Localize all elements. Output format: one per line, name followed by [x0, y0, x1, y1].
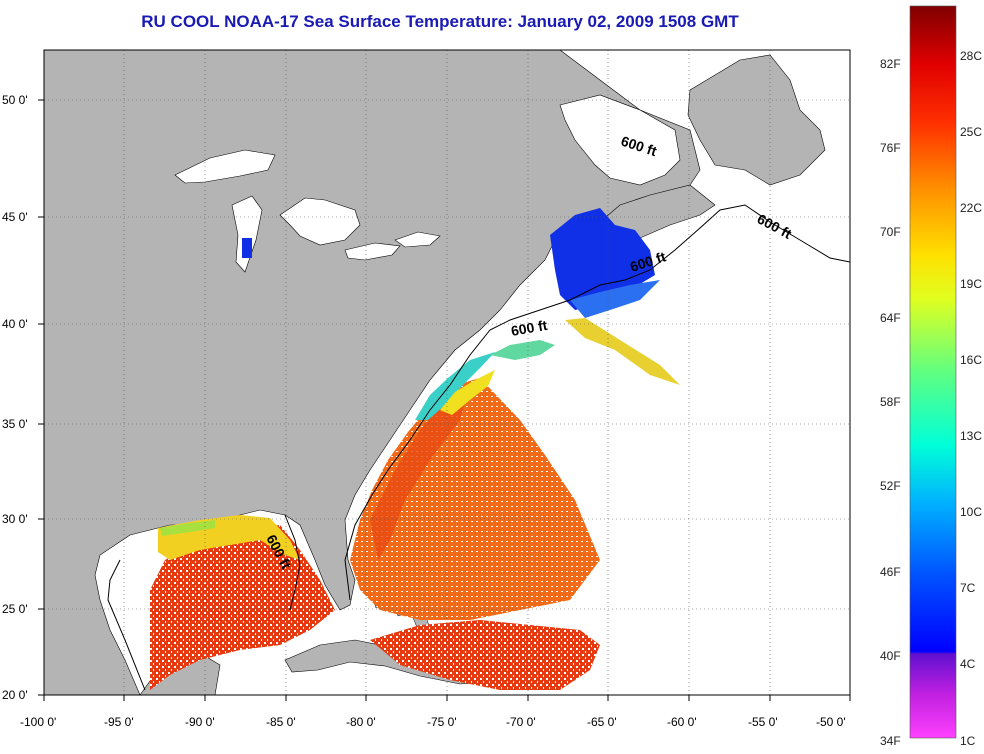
f-label: 34F: [880, 734, 901, 748]
sst-shelf-yellow: [440, 370, 495, 415]
sst-gulf-stream: [350, 378, 600, 620]
c-label: 10C: [960, 505, 982, 519]
f-label: 52F: [880, 479, 901, 493]
f-label: 76F: [880, 141, 901, 155]
lon-label: -90 0': [185, 715, 215, 729]
c-label: 28C: [960, 49, 982, 63]
lon-label: -60 0': [667, 715, 697, 729]
lat-label: 25 0': [2, 602, 28, 616]
longitude-labels: -100 0' -95 0' -90 0' -85 0' -80 0' -75 …: [20, 715, 846, 729]
f-label: 82F: [880, 57, 901, 71]
sst-caribbean: [370, 620, 600, 690]
f-label: 40F: [880, 649, 901, 663]
sst-gulf-of-maine: [550, 208, 655, 310]
f-label: 64F: [880, 311, 901, 325]
c-label: 7C: [960, 581, 976, 595]
latitude-labels: 50 0' 45 0' 40 0' 35 0' 30 0' 25 0' 20 0…: [2, 93, 28, 702]
sst-gulf-of-mexico: [150, 525, 335, 690]
great-lakes: [174, 149, 441, 273]
lon-label: -85 0': [266, 715, 296, 729]
sst-nj-cyan: [490, 340, 555, 360]
lon-label: -100 0': [20, 715, 56, 729]
lat-label: 20 0': [2, 688, 28, 702]
c-label: 16C: [960, 353, 982, 367]
f-label: 70F: [880, 225, 901, 239]
fahrenheit-labels: 82F 76F 70F 64F 58F 52F 46F 40F 34F: [880, 57, 901, 748]
f-label: 46F: [880, 565, 901, 579]
axis-ticks: [38, 99, 851, 701]
sst-gulf-stream-core: [370, 385, 470, 560]
sst-lake-michigan-spot: [242, 238, 252, 258]
sst-map: 600 ft 600 ft 600 ft 600 ft 600 ft -100 …: [2, 49, 851, 729]
lon-label: -55 0': [748, 715, 778, 729]
lon-label: -65 0': [587, 715, 617, 729]
contour-label: 600 ft: [510, 317, 549, 339]
lat-label: 40 0': [2, 317, 28, 331]
contour-600ft: [107, 204, 850, 691]
map-title: RU COOL NOAA-17 Sea Surface Temperature:…: [141, 12, 739, 31]
sst-gulf-coastal-green: [160, 520, 215, 536]
lon-label: -80 0': [346, 715, 376, 729]
lat-label: 35 0': [2, 417, 28, 431]
c-label: 4C: [960, 657, 976, 671]
gulf-st-lawrence: [559, 94, 681, 186]
lat-label: 30 0': [2, 512, 28, 526]
lon-label: -70 0': [506, 715, 536, 729]
celsius-labels: 28C 25C 22C 19C 16C 13C 10C 7C 4C 1C: [960, 49, 982, 748]
c-label: 19C: [960, 277, 982, 291]
sst-plume-yellow: [565, 318, 680, 385]
land-newfoundland: [687, 54, 826, 186]
lat-label: 50 0': [2, 93, 28, 107]
c-label: 25C: [960, 125, 982, 139]
sst-georges-bank: [570, 280, 660, 318]
lon-label: -50 0': [816, 715, 846, 729]
c-label: 22C: [960, 201, 982, 215]
lat-label: 45 0': [2, 210, 28, 224]
lon-label: -95 0': [104, 715, 134, 729]
c-label: 13C: [960, 429, 982, 443]
f-label: 58F: [880, 395, 901, 409]
c-label: 1C: [960, 734, 976, 748]
lon-label: -75 0': [427, 715, 457, 729]
colorbar-gradient: [909, 5, 957, 739]
